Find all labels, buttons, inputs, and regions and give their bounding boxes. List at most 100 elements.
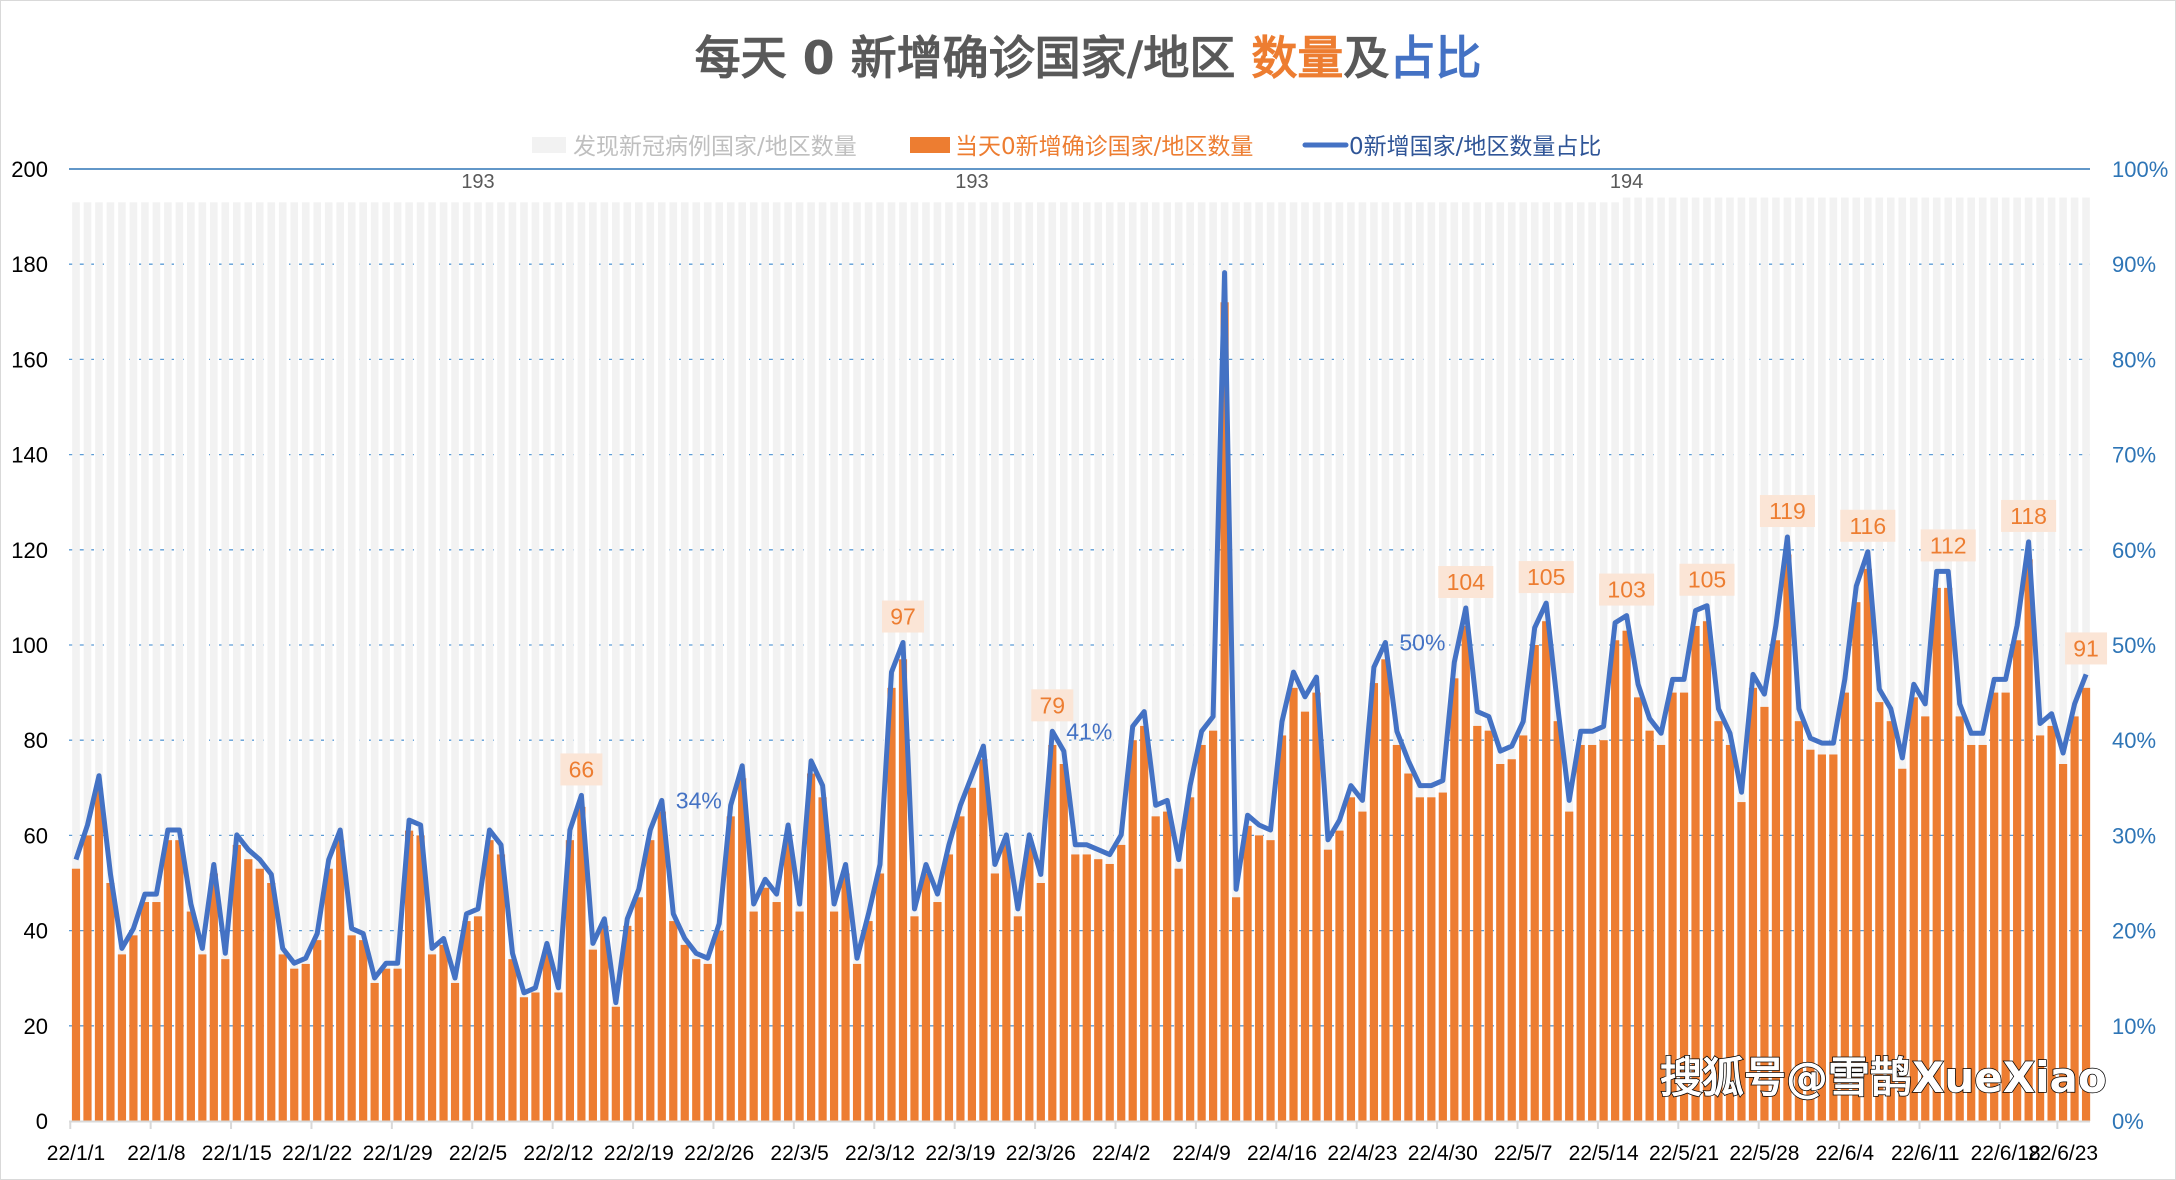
total-bar — [772, 202, 781, 1121]
zero-new-bar — [106, 883, 115, 1121]
y-left-tick-label: 100 — [11, 633, 48, 658]
zero-new-bar — [117, 954, 127, 1121]
y-left-tick-label: 60 — [24, 823, 48, 848]
zero-new-bar — [1025, 844, 1034, 1121]
total-bar — [600, 202, 609, 1121]
zero-new-bar — [542, 949, 552, 1121]
total-bar — [72, 202, 80, 1121]
zero-new-bar — [2081, 687, 2091, 1121]
zero-new-bar — [1186, 797, 1195, 1121]
zero-new-bar — [1496, 764, 1505, 1121]
zero-new-bar — [1266, 840, 1275, 1121]
total-bar — [922, 202, 930, 1121]
total-bar — [646, 202, 655, 1121]
zero-new-bar — [1473, 725, 1482, 1121]
zero-new-data-label: 91 — [2073, 635, 2099, 661]
total-bar — [439, 202, 448, 1121]
legend-label-ratio: 0新增国家/地区数量占比 — [1349, 134, 1601, 160]
total-bar — [1393, 202, 1401, 1121]
zero-new-bar — [83, 835, 92, 1121]
total-bar — [1358, 202, 1367, 1121]
total-bar — [1186, 202, 1194, 1121]
chart-title: 每天 0 新增确诊国家/地区 数量及占比 — [695, 31, 1482, 85]
x-tick-label: 22/5/28 — [1729, 1142, 1799, 1165]
zero-new-bar — [967, 787, 977, 1121]
data-label-box — [1518, 561, 1574, 594]
zero-new-bar — [1565, 811, 1574, 1121]
zero-new-bar — [129, 935, 138, 1121]
zero-new-bar — [1369, 683, 1379, 1121]
zero-new-bar — [244, 859, 253, 1121]
total-bar — [715, 202, 724, 1121]
total-bar — [301, 202, 310, 1121]
total-bar — [968, 202, 976, 1121]
zero-new-bar — [1921, 716, 1930, 1121]
total-bar — [2059, 197, 2067, 1121]
zero-new-bar — [1140, 725, 1149, 1121]
zero-new-bar — [738, 778, 747, 1121]
y-right-tick-label: 70% — [2112, 443, 2156, 468]
total-bar — [1059, 202, 1068, 1121]
zero-new-bar — [841, 873, 850, 1121]
zero-new-bar — [588, 949, 597, 1121]
zero-new-bar — [1105, 863, 1114, 1121]
zero-new-bar — [669, 921, 678, 1121]
watermark: 搜狐号@雪鹊XueXiao — [1660, 1053, 2107, 1102]
zero-new-bar — [2047, 725, 2056, 1121]
y-left-tick-label: 40 — [24, 919, 48, 944]
x-tick-label: 22/6/4 — [1816, 1142, 1875, 1165]
data-label-box — [2001, 499, 2057, 532]
total-bar — [933, 202, 942, 1121]
total-bar — [141, 202, 149, 1121]
total-bar — [841, 202, 850, 1121]
zero-new-bar — [1588, 744, 1597, 1121]
zero-new-bar — [255, 868, 264, 1121]
zero-new-bar — [531, 992, 540, 1121]
zero-new-bar — [221, 959, 230, 1121]
x-tick-label: 22/1/22 — [282, 1142, 352, 1165]
zero-new-bar — [875, 873, 885, 1121]
data-label-box — [1759, 495, 1815, 528]
total-bar — [1886, 197, 1895, 1121]
zero-new-bar — [1783, 554, 1792, 1121]
zero-new-bar — [1415, 797, 1424, 1121]
zero-new-bar — [1748, 687, 1758, 1121]
total-bar — [359, 202, 367, 1121]
y-left-tick-label: 20 — [24, 1014, 48, 1039]
zero-new-data-label: 118 — [2010, 503, 2047, 529]
x-tick-label: 22/6/18 — [1971, 1142, 2041, 1165]
y-left-tick-label: 180 — [11, 252, 48, 277]
total-bar — [795, 202, 804, 1121]
total-bar — [462, 202, 471, 1121]
zero-new-bar — [680, 944, 689, 1121]
zero-new-bar — [1760, 706, 1769, 1121]
zero-new-bar — [1128, 740, 1137, 1121]
total-bar — [416, 202, 425, 1121]
zero-new-bar — [1944, 587, 1953, 1121]
total-bar — [1668, 197, 1677, 1121]
zero-new-bar — [2036, 735, 2045, 1121]
zero-new-bar — [749, 911, 758, 1121]
zero-new-bar — [1817, 754, 1826, 1121]
total-bar — [738, 202, 746, 1121]
total-bar — [761, 202, 769, 1121]
zero-new-bar — [795, 911, 804, 1121]
total-bar — [1634, 197, 1642, 1121]
total-bar — [1312, 202, 1321, 1121]
zero-new-bar — [347, 935, 356, 1121]
total-bar — [1439, 202, 1447, 1121]
total-bar — [347, 202, 356, 1121]
zero-new-bar — [703, 963, 712, 1121]
zero-new-bar — [1852, 602, 1861, 1121]
zero-new-bar — [956, 816, 965, 1121]
total-bar — [1680, 197, 1688, 1121]
y-right-tick-label: 50% — [2112, 633, 2156, 658]
zero-new-bar — [404, 830, 414, 1121]
total-bar — [1002, 202, 1011, 1121]
y-right-tick-label: 40% — [2112, 728, 2156, 753]
total-bar — [1576, 202, 1585, 1121]
zero-new-bar — [772, 902, 781, 1121]
total-bar — [485, 202, 494, 1121]
total-bar — [1760, 197, 1769, 1121]
